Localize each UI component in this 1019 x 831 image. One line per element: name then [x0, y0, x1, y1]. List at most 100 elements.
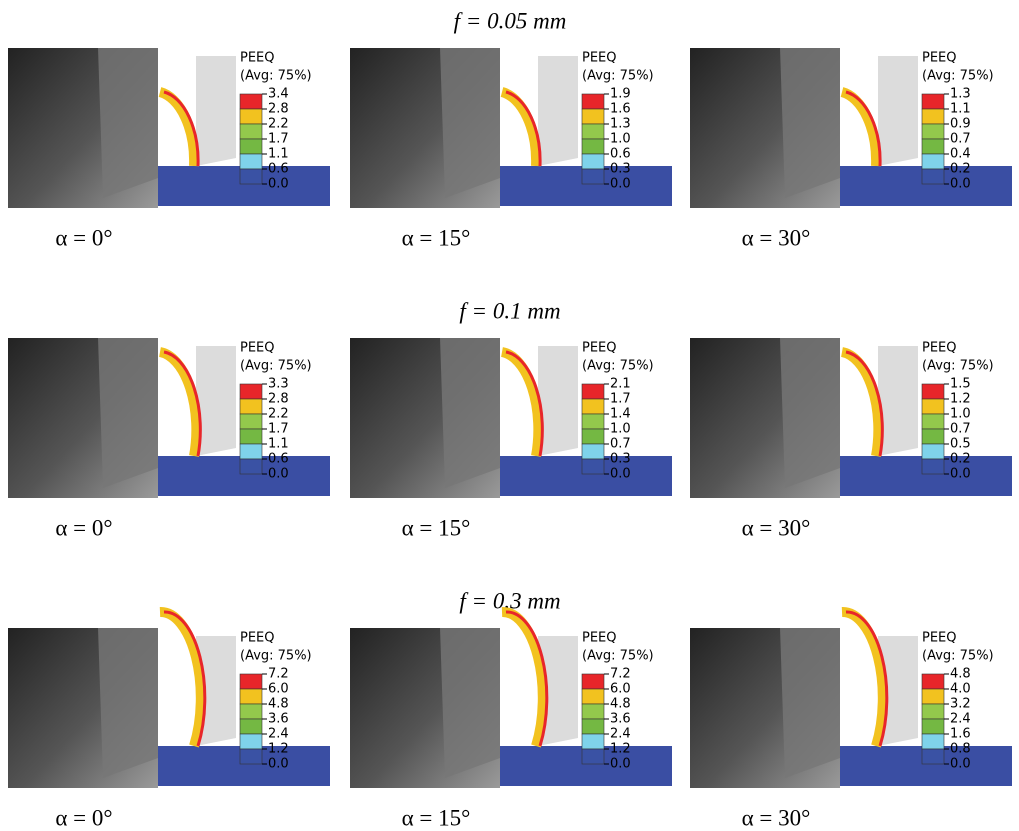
legend-subtitle: (Avg: 75%)	[582, 69, 654, 84]
legend-value: 1.3	[610, 117, 631, 132]
legend-subtitle: (Avg: 75%)	[922, 69, 994, 84]
legend-value: 3.6	[610, 712, 631, 727]
legend-band	[582, 414, 604, 429]
legend-value: 1.7	[268, 132, 289, 147]
legend-band	[922, 399, 944, 414]
legend-value: 1.6	[950, 727, 971, 742]
legend-value: 6.0	[610, 682, 631, 697]
panel-caption: α = 30°	[742, 805, 811, 830]
legend-title: PEEQ	[240, 341, 275, 356]
legend-value: 2.4	[950, 712, 971, 727]
legend-band	[922, 94, 944, 109]
legend-band	[922, 429, 944, 444]
chip	[160, 352, 196, 456]
legend-value: 0.0	[268, 467, 289, 482]
legend-band	[922, 689, 944, 704]
chip	[502, 92, 536, 166]
legend-value: 3.2	[950, 697, 971, 712]
legend-band	[582, 429, 604, 444]
legend-title: PEEQ	[922, 631, 957, 646]
legend-band	[240, 734, 262, 749]
legend-band	[582, 459, 604, 474]
legend-band	[240, 139, 262, 154]
legend-value: 1.1	[268, 147, 289, 162]
chip	[842, 612, 883, 746]
row-title: f = 0.05 mm	[454, 8, 567, 33]
tool	[538, 56, 578, 166]
tool-photo	[98, 338, 158, 488]
legend-band	[240, 169, 262, 184]
legend-band	[582, 399, 604, 414]
legend-value: 1.9	[610, 87, 631, 102]
legend-value: 1.2	[610, 742, 631, 757]
legend-subtitle: (Avg: 75%)	[922, 649, 994, 664]
legend-value: 1.0	[610, 422, 631, 437]
legend-value: 0.0	[610, 177, 631, 192]
legend-band	[922, 444, 944, 459]
legend-band	[922, 704, 944, 719]
legend-value: 0.6	[268, 162, 289, 177]
legend-band	[922, 154, 944, 169]
legend-value: 0.7	[950, 132, 971, 147]
legend-band	[582, 169, 604, 184]
chip	[842, 92, 876, 166]
legend-band	[922, 719, 944, 734]
legend-title: PEEQ	[922, 51, 957, 66]
legend-band	[240, 704, 262, 719]
legend-value: 0.8	[950, 742, 971, 757]
legend-subtitle: (Avg: 75%)	[240, 69, 312, 84]
legend-band	[240, 414, 262, 429]
legend-band	[582, 749, 604, 764]
legend-subtitle: (Avg: 75%)	[582, 359, 654, 374]
panel-caption: α = 30°	[742, 225, 811, 250]
tool-photo	[780, 628, 840, 778]
legend-value: 7.2	[268, 667, 289, 682]
legend-value: 1.0	[610, 132, 631, 147]
legend-value: 0.0	[268, 757, 289, 772]
tool-photo	[440, 48, 500, 198]
legend-band	[240, 459, 262, 474]
legend-value: 0.2	[950, 162, 971, 177]
chip	[502, 612, 543, 746]
legend-band	[582, 719, 604, 734]
legend-value: 1.2	[268, 742, 289, 757]
legend-subtitle: (Avg: 75%)	[240, 649, 312, 664]
legend-band	[582, 689, 604, 704]
legend-band	[582, 109, 604, 124]
legend-band	[922, 124, 944, 139]
legend-value: 7.2	[610, 667, 631, 682]
legend-value: 4.8	[610, 697, 631, 712]
legend-band	[240, 444, 262, 459]
legend-value: 1.7	[610, 392, 631, 407]
legend-value: 1.4	[610, 407, 631, 422]
legend-band	[582, 94, 604, 109]
figure: f = 0.05 mmPEEQ(Avg: 75%)3.42.82.21.71.1…	[0, 0, 1019, 831]
tool	[878, 346, 918, 456]
panel-caption: α = 15°	[402, 805, 471, 830]
legend-subtitle: (Avg: 75%)	[922, 359, 994, 374]
legend-value: 2.2	[268, 407, 289, 422]
tool-photo	[440, 628, 500, 778]
panel-caption: α = 15°	[402, 225, 471, 250]
legend-value: 3.6	[268, 712, 289, 727]
chip	[160, 92, 194, 166]
legend-value: 0.3	[610, 162, 631, 177]
panel-caption: α = 0°	[55, 225, 112, 250]
panel-caption: α = 30°	[742, 515, 811, 540]
legend-band	[240, 109, 262, 124]
legend-value: 1.1	[268, 437, 289, 452]
legend-value: 2.4	[610, 727, 631, 742]
legend-value: 0.5	[950, 437, 971, 452]
legend-band	[582, 704, 604, 719]
legend-value: 0.0	[950, 467, 971, 482]
legend-band	[922, 169, 944, 184]
tool-photo	[98, 628, 158, 778]
legend-band	[240, 429, 262, 444]
legend-subtitle: (Avg: 75%)	[240, 359, 312, 374]
legend-value: 1.0	[950, 407, 971, 422]
legend-value: 0.0	[610, 757, 631, 772]
legend-value: 1.1	[950, 102, 971, 117]
legend-subtitle: (Avg: 75%)	[582, 649, 654, 664]
chip	[502, 352, 538, 456]
legend-value: 0.6	[268, 452, 289, 467]
